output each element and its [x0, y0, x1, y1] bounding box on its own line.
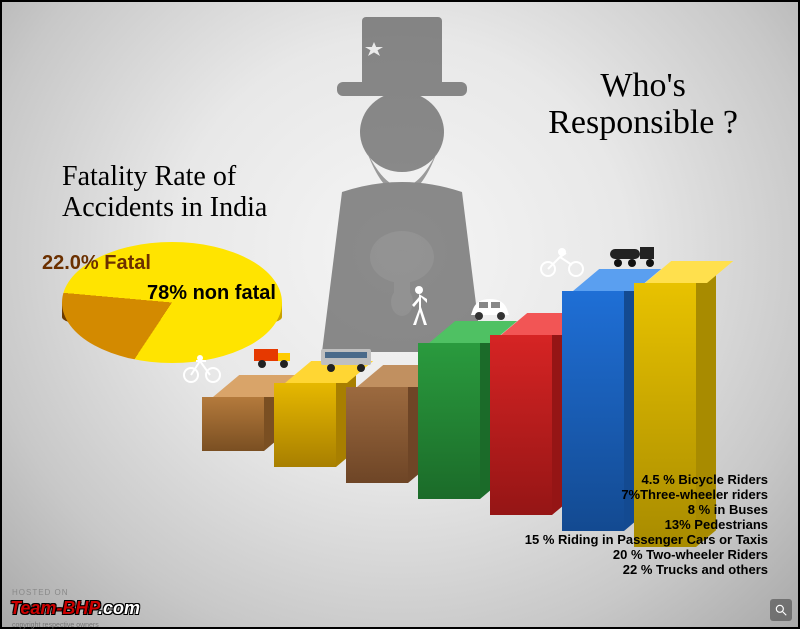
bar-front	[202, 397, 264, 451]
title-right-line2: Responsible ?	[548, 104, 738, 141]
pie-label-fatal: 22.0% Fatal	[42, 252, 151, 275]
expand-icon	[774, 603, 788, 617]
title-responsible: Who's Responsible ?	[548, 67, 738, 142]
logo-suffix: .com	[98, 598, 140, 618]
logo-main: Team-BHP	[10, 598, 98, 618]
bar-front	[274, 383, 336, 467]
copyright-text: copyright respective owners	[12, 622, 99, 629]
team-bhp-logo: Team-BHP.com	[10, 598, 140, 619]
bar-front	[490, 335, 552, 515]
bar-label: 8 % in Buses	[648, 502, 768, 517]
bar-label: 13% Pedestrians	[605, 517, 768, 532]
motorcycle-icon	[538, 247, 586, 285]
car-icon	[467, 295, 513, 329]
expand-button[interactable]	[770, 599, 792, 621]
hosted-on-label: HOSTED ON	[12, 588, 69, 597]
bar-label: 7%Three-wheeler riders	[601, 487, 768, 502]
walk-icon	[405, 285, 431, 337]
truck-small-icon	[252, 343, 296, 377]
bar-front	[418, 343, 480, 499]
bus-icon	[319, 345, 373, 381]
bar-label: 22 % Trucks and others	[503, 562, 768, 577]
bar-label: 4.5 % Bicycle Riders	[642, 472, 768, 487]
bicycle-icon	[182, 355, 222, 391]
title-right-line1: Who's	[600, 67, 685, 104]
bar-label: 15 % Riding in Passenger Cars or Taxis	[445, 532, 768, 547]
tanker-icon	[606, 241, 662, 277]
bar-label: 20 % Two-wheeler Riders	[513, 547, 768, 562]
bar-front	[346, 387, 408, 483]
